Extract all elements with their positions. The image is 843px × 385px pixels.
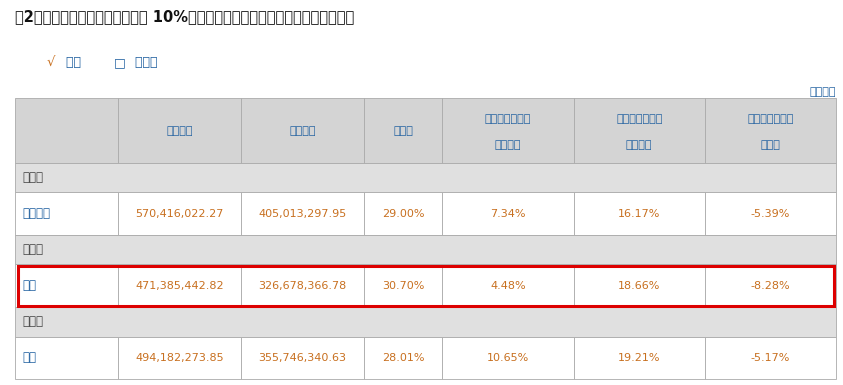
Text: 7.34%: 7.34% — [490, 209, 525, 219]
Text: 营业收入比上年: 营业收入比上年 — [485, 114, 531, 124]
Bar — [364, 98, 442, 163]
Text: 直梯: 直梯 — [22, 279, 36, 292]
Bar — [573, 98, 705, 163]
Bar — [705, 98, 836, 163]
Text: 29.00%: 29.00% — [382, 209, 424, 219]
Text: √: √ — [46, 56, 55, 69]
Bar — [573, 336, 705, 379]
Bar — [442, 336, 573, 379]
Text: 营业成本比上年: 营业成本比上年 — [616, 114, 663, 124]
Text: -5.39%: -5.39% — [751, 209, 790, 219]
Text: 不适用: 不适用 — [131, 56, 157, 69]
Bar — [241, 98, 364, 163]
Text: 10.65%: 10.65% — [486, 353, 529, 363]
Bar — [442, 264, 573, 307]
Text: （2）占公司营业收入或营业利润 10%以上的行业、产品、地区、销售模式的情况: （2）占公司营业收入或营业利润 10%以上的行业、产品、地区、销售模式的情况 — [15, 10, 354, 25]
Text: 单位：元: 单位：元 — [810, 87, 836, 97]
Text: 355,746,340.63: 355,746,340.63 — [259, 353, 346, 363]
Text: 同期增减: 同期增减 — [495, 140, 521, 150]
Text: 16.17%: 16.17% — [618, 209, 660, 219]
Bar — [15, 98, 118, 163]
Bar — [705, 192, 836, 235]
Bar — [18, 266, 834, 306]
Bar — [364, 192, 442, 235]
Text: -8.28%: -8.28% — [751, 281, 791, 291]
Bar — [118, 98, 241, 163]
Bar — [15, 163, 836, 192]
Bar — [364, 336, 442, 379]
Bar — [573, 192, 705, 235]
Bar — [705, 264, 836, 307]
Text: 分产品: 分产品 — [22, 243, 43, 256]
Bar — [705, 336, 836, 379]
Text: 471,385,442.82: 471,385,442.82 — [135, 281, 223, 291]
Text: □: □ — [110, 56, 126, 69]
Text: 326,678,366.78: 326,678,366.78 — [259, 281, 346, 291]
Bar — [118, 192, 241, 235]
Text: 国内: 国内 — [22, 352, 36, 364]
Text: 毛利率比上年同: 毛利率比上年同 — [748, 114, 794, 124]
Text: 494,182,273.85: 494,182,273.85 — [135, 353, 223, 363]
Text: 同期增减: 同期增减 — [626, 140, 652, 150]
Text: 30.70%: 30.70% — [382, 281, 424, 291]
Bar — [15, 307, 836, 336]
Text: 营业成本: 营业成本 — [289, 126, 316, 136]
Text: 分行业: 分行业 — [22, 171, 43, 184]
Bar — [573, 264, 705, 307]
Bar — [241, 192, 364, 235]
Text: 营业收入: 营业收入 — [166, 126, 193, 136]
Text: 19.21%: 19.21% — [618, 353, 660, 363]
Bar — [118, 336, 241, 379]
Bar — [15, 192, 118, 235]
Text: 18.66%: 18.66% — [618, 281, 660, 291]
Text: 电梯行业: 电梯行业 — [22, 207, 50, 220]
Bar — [442, 192, 573, 235]
Text: 570,416,022.27: 570,416,022.27 — [135, 209, 223, 219]
Text: 405,013,297.95: 405,013,297.95 — [259, 209, 346, 219]
Text: 分地区: 分地区 — [22, 315, 43, 328]
Text: 28.01%: 28.01% — [382, 353, 424, 363]
Bar — [442, 98, 573, 163]
Bar — [364, 264, 442, 307]
Bar — [15, 235, 836, 264]
Text: 4.48%: 4.48% — [490, 281, 526, 291]
Bar — [15, 336, 118, 379]
Text: 适用: 适用 — [62, 56, 81, 69]
Text: 毛利率: 毛利率 — [393, 126, 413, 136]
Bar — [15, 264, 118, 307]
Bar — [241, 336, 364, 379]
Text: -5.17%: -5.17% — [751, 353, 790, 363]
Bar — [118, 264, 241, 307]
Text: 期增减: 期增减 — [760, 140, 781, 150]
Bar — [241, 264, 364, 307]
